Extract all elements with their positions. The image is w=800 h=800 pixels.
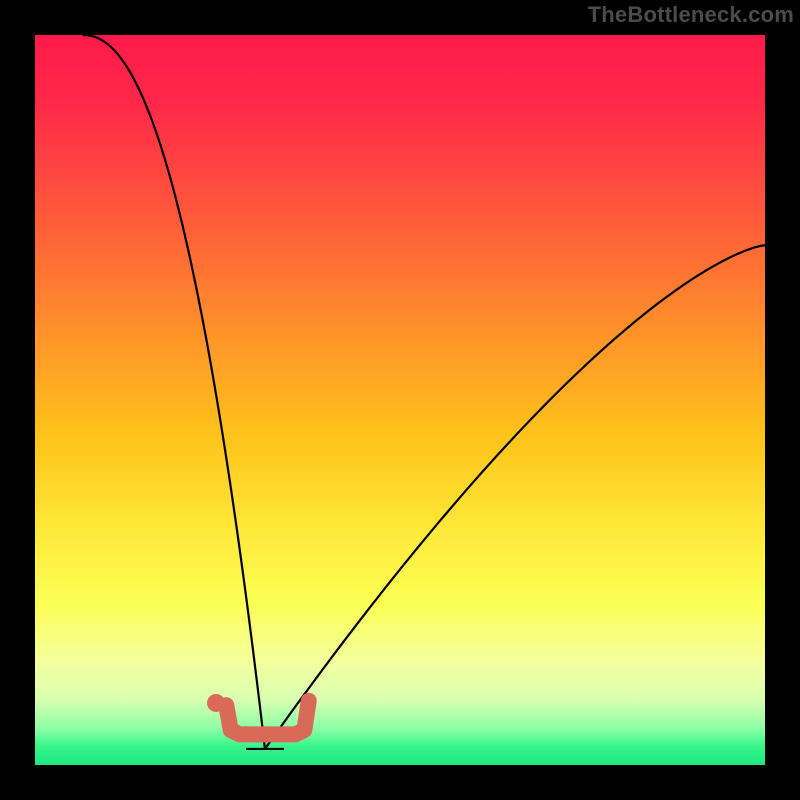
plot-background [35, 35, 765, 765]
watermark-text: TheBottleneck.com [588, 2, 794, 28]
